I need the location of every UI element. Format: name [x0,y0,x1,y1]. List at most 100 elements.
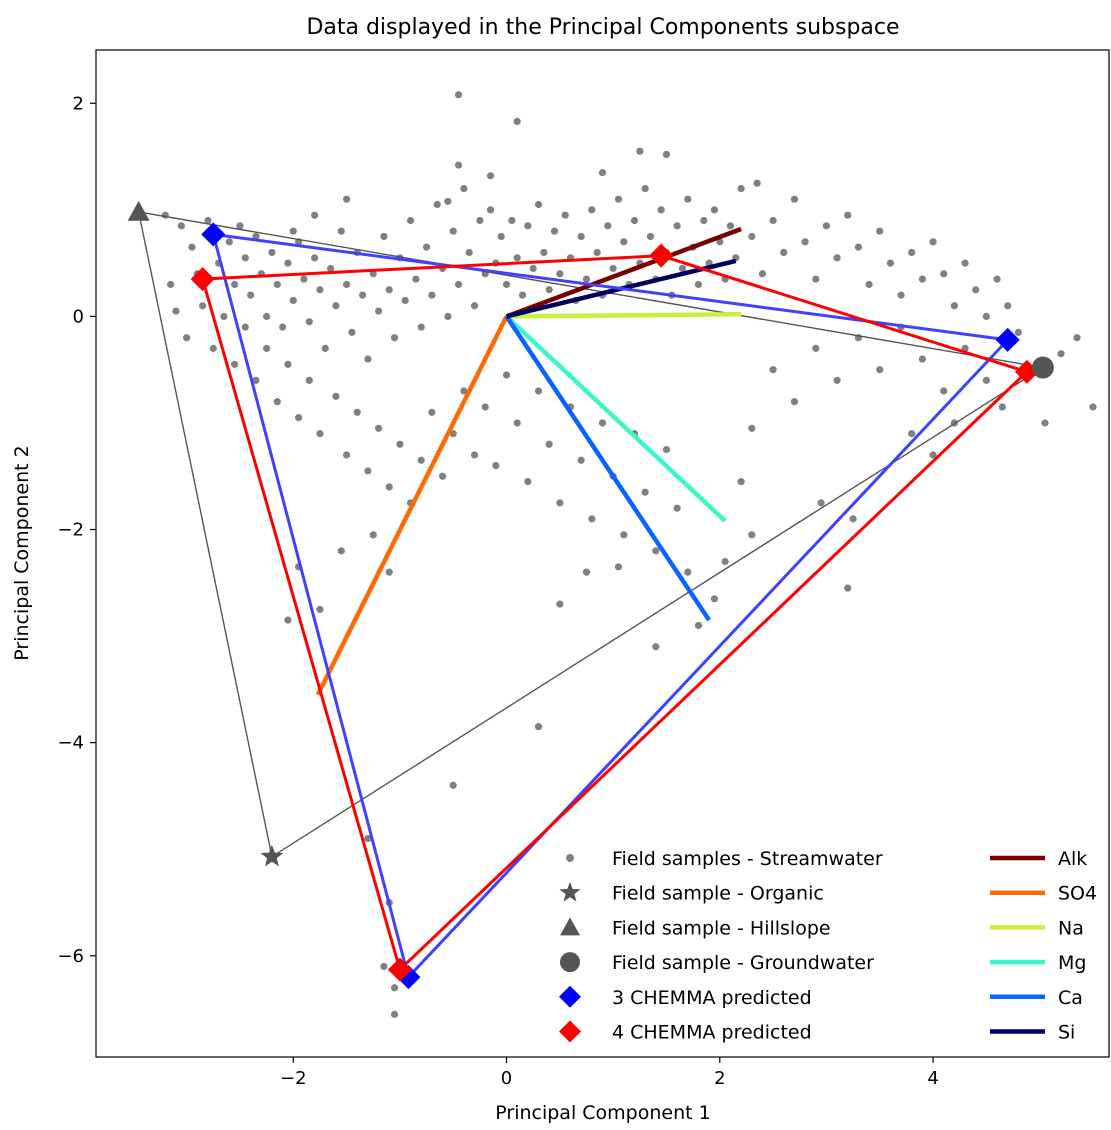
streamwater-point [854,243,863,251]
vector-mg [504,314,727,523]
streamwater-point [556,600,564,608]
streamwater-point [364,355,372,363]
x-tick-label: 2 [714,1068,725,1089]
streamwater-point [577,232,585,241]
streamwater-point [273,280,281,289]
streamwater-point [721,557,729,566]
streamwater-point [428,408,436,416]
streamwater-point [748,531,756,539]
streamwater-point [364,467,372,475]
streamwater-point [801,238,809,246]
legend-vector-label: Alk [1058,848,1087,870]
streamwater-point [1014,328,1022,336]
streamwater-point [545,440,553,448]
legend-vector-label: Si [1058,1022,1075,1044]
streamwater-point [940,270,948,278]
streamwater-point [502,280,511,289]
streamwater-point [908,248,916,257]
streamwater-point [604,222,612,230]
streamwater-point [641,488,649,496]
legend: Field samples - Streamwater Field sample … [559,848,1097,1044]
streamwater-point [844,211,852,219]
streamwater-point [737,184,745,193]
streamwater-point [630,216,639,225]
streamwater-point [513,419,521,427]
legend-vector-label: Ca [1058,987,1083,1009]
streamwater-point [385,568,393,576]
streamwater-point [438,472,447,480]
streamwater-point [561,211,569,219]
streamwater-point [497,232,505,241]
streamwater-point [513,117,521,125]
streamwater-point [337,227,345,235]
legend-circle-icon [560,952,580,973]
streamwater-point [188,243,196,251]
y-tick-label: 0 [73,306,84,327]
y-axis-label: Principal Component 2 [11,445,33,660]
streamwater-point [620,531,628,539]
streamwater-point [241,254,249,262]
streamwater-point [614,195,623,203]
streamwater-point [614,563,623,571]
streamwater-point [358,291,367,299]
y-tick-label: −2 [57,520,84,541]
streamwater-point [310,254,319,262]
streamwater-point [284,616,292,624]
streamwater-point [460,184,468,193]
streamwater-point [961,259,969,267]
streamwater-point [582,275,591,283]
streamwater-point [694,280,703,289]
streamwater-point [470,451,479,459]
streamwater-point [289,227,297,235]
streamwater-point [1073,334,1081,342]
streamwater-point [620,238,628,246]
streamwater-point [790,195,799,203]
streamwater-point [588,206,596,214]
streamwater-point [444,312,452,321]
streamwater-point [646,232,655,241]
streamwater-point [268,248,276,257]
streamwater-point [529,264,537,273]
streamwater-point [886,259,895,267]
streamwater-point [833,254,841,262]
legend-label: Field sample - Organic [612,883,824,905]
y-axis: 2 0 −2 −4 −6 [57,93,96,967]
streamwater-point [726,222,735,230]
streamwater-point [636,147,644,155]
streamwater-point [993,275,1001,283]
chemma4-marker [190,267,215,292]
streamwater-point [876,227,884,235]
streamwater-point [380,232,388,241]
streamwater-point [929,451,937,459]
streamwater-point [588,515,596,523]
streamwater-point [918,355,926,363]
streamwater-point [908,430,916,438]
streamwater-point [865,280,873,289]
streamwater-point [556,270,564,278]
streamwater-point [534,200,543,209]
legend-label: Field sample - Groundwater [612,952,874,974]
streamwater-point [753,179,761,187]
streamwater-point [390,334,399,342]
streamwater-point [289,296,297,305]
vector-alk [505,226,742,319]
streamwater-point [167,280,175,289]
streamwater-point [508,216,516,225]
streamwater-point [263,312,271,321]
streamwater-point [449,781,457,789]
streamwater-point [897,291,905,299]
streamwater-point [694,621,703,630]
streamwater-point [1057,350,1065,358]
streamwater-point [598,168,607,177]
hillslope-triangle-marker [127,200,150,221]
streamwater-point [844,584,852,592]
streamwater-point [390,984,399,992]
streamwater-point [972,286,980,294]
legend-label: Field sample - Hillslope [612,917,831,939]
streamwater-point [1089,403,1097,411]
streamwater-point [598,419,607,427]
streamwater-point [684,195,692,203]
streamwater-point [316,605,324,614]
plot-area [127,91,1097,1018]
streamwater-point [833,376,841,384]
